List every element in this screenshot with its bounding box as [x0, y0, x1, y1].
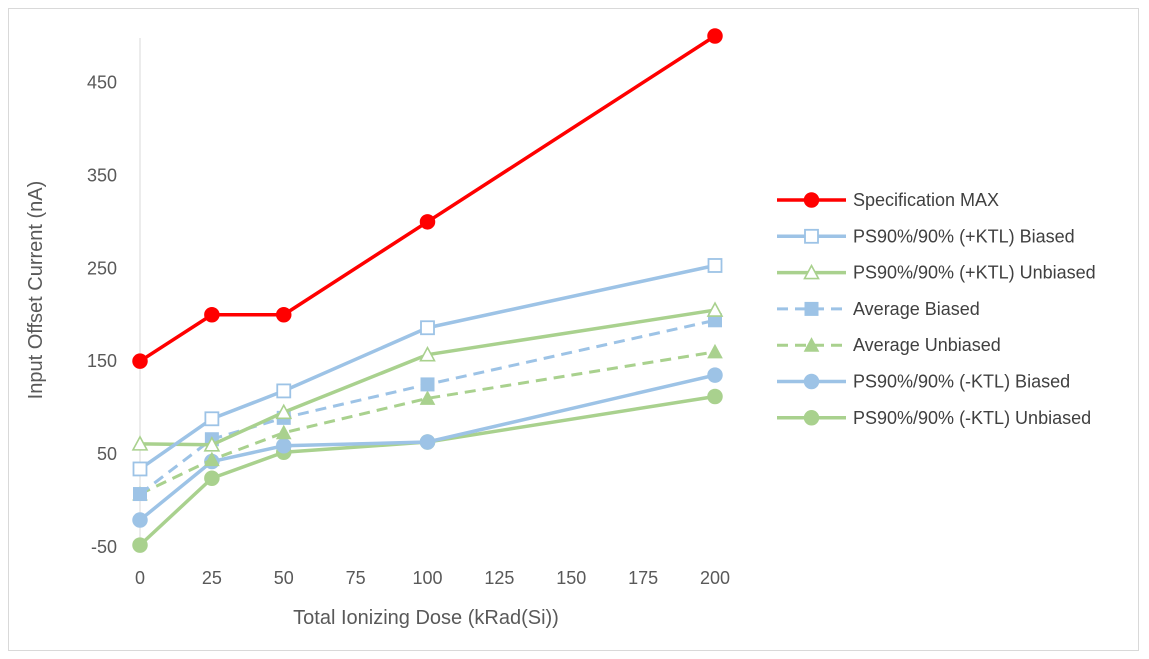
data-point — [275, 403, 293, 420]
x-tick-label: 0 — [135, 568, 145, 588]
series-line — [139, 34, 716, 363]
y-tick-label: 150 — [87, 351, 117, 371]
data-point — [803, 373, 820, 390]
data-point — [204, 470, 220, 486]
data-point — [276, 383, 292, 399]
data-point — [131, 435, 149, 451]
y-tick-label: 350 — [87, 165, 117, 185]
x-axis-title: Total Ionizing Dose (kRad(Si)) — [293, 607, 559, 629]
legend-item: PS90%/90% (-KTL) Biased — [777, 372, 1070, 392]
chart-frame — [8, 8, 1139, 651]
legend-item: Average Unbiased — [777, 335, 1001, 355]
data-point — [420, 320, 435, 336]
data-point — [132, 537, 148, 553]
data-point — [803, 192, 820, 208]
legend-label: PS90%/90% (+KTL) Unbiased — [853, 263, 1096, 283]
x-tick-label: 150 — [556, 568, 586, 588]
legend-label: Specification MAX — [853, 190, 999, 210]
x-tick-label: 200 — [700, 568, 730, 588]
data-point — [804, 228, 819, 244]
y-tick-label: 250 — [87, 258, 117, 278]
x-tick-label: 125 — [484, 568, 514, 588]
legend-label: PS90%/90% (-KTL) Unbiased — [853, 408, 1091, 428]
data-point — [276, 306, 292, 323]
legend-label: Average Biased — [853, 299, 980, 319]
series-ps90-90-ktl-biased — [132, 258, 723, 477]
data-point — [803, 263, 820, 280]
data-point — [707, 258, 723, 273]
data-point — [276, 437, 292, 454]
legend-item: Average Biased — [777, 299, 980, 319]
data-point — [707, 367, 723, 383]
legend-item: Specification MAX — [777, 190, 999, 210]
data-point — [707, 388, 723, 405]
legend-label: PS90%/90% (-KTL) Biased — [853, 372, 1070, 392]
series-average-unbiased — [132, 343, 723, 501]
x-tick-label: 25 — [202, 568, 222, 588]
data-point — [707, 343, 723, 359]
legend: Specification MAX PS90%/90% (+KTL) Biased… — [777, 190, 1096, 428]
data-point — [420, 377, 435, 392]
legend-label: PS90%/90% (+KTL) Biased — [853, 226, 1075, 246]
data-point — [132, 353, 148, 369]
data-point — [707, 28, 723, 44]
series-specification-max — [132, 28, 723, 369]
data-point — [204, 451, 220, 467]
series-line — [138, 394, 716, 547]
series-line — [139, 350, 716, 496]
x-tick-label: 100 — [412, 568, 442, 588]
data-point — [204, 411, 220, 427]
legend-label: Average Unbiased — [853, 335, 1001, 355]
y-axis-title: Input Offset Current (nA) — [25, 181, 47, 400]
data-point — [804, 301, 819, 316]
x-tick-label: 75 — [346, 568, 366, 588]
data-point — [419, 390, 436, 405]
data-point — [803, 337, 820, 352]
y-tick-label: -50 — [91, 537, 117, 557]
series-group — [131, 28, 724, 553]
series-average-biased — [133, 313, 722, 502]
data-point — [133, 487, 147, 502]
data-point — [419, 434, 436, 450]
y-tick-label: 50 — [97, 444, 117, 464]
series-ps90-90-ktl-unbiased — [131, 301, 724, 452]
data-point — [419, 345, 436, 362]
data-point — [132, 461, 148, 477]
x-tick-label: 50 — [274, 568, 294, 588]
legend-item: PS90%/90% (+KTL) Unbiased — [777, 263, 1096, 283]
data-point — [706, 301, 724, 317]
data-point — [204, 306, 220, 323]
y-tick-label: 450 — [87, 72, 117, 92]
data-point — [275, 424, 292, 440]
x-tick-label: 175 — [628, 568, 658, 588]
data-point — [803, 410, 820, 426]
data-point — [419, 214, 436, 230]
legend-item: PS90%/90% (-KTL) Unbiased — [777, 408, 1091, 428]
data-point — [132, 512, 148, 528]
legend-item: PS90%/90% (+KTL) Biased — [777, 226, 1075, 246]
data-point — [203, 436, 221, 452]
